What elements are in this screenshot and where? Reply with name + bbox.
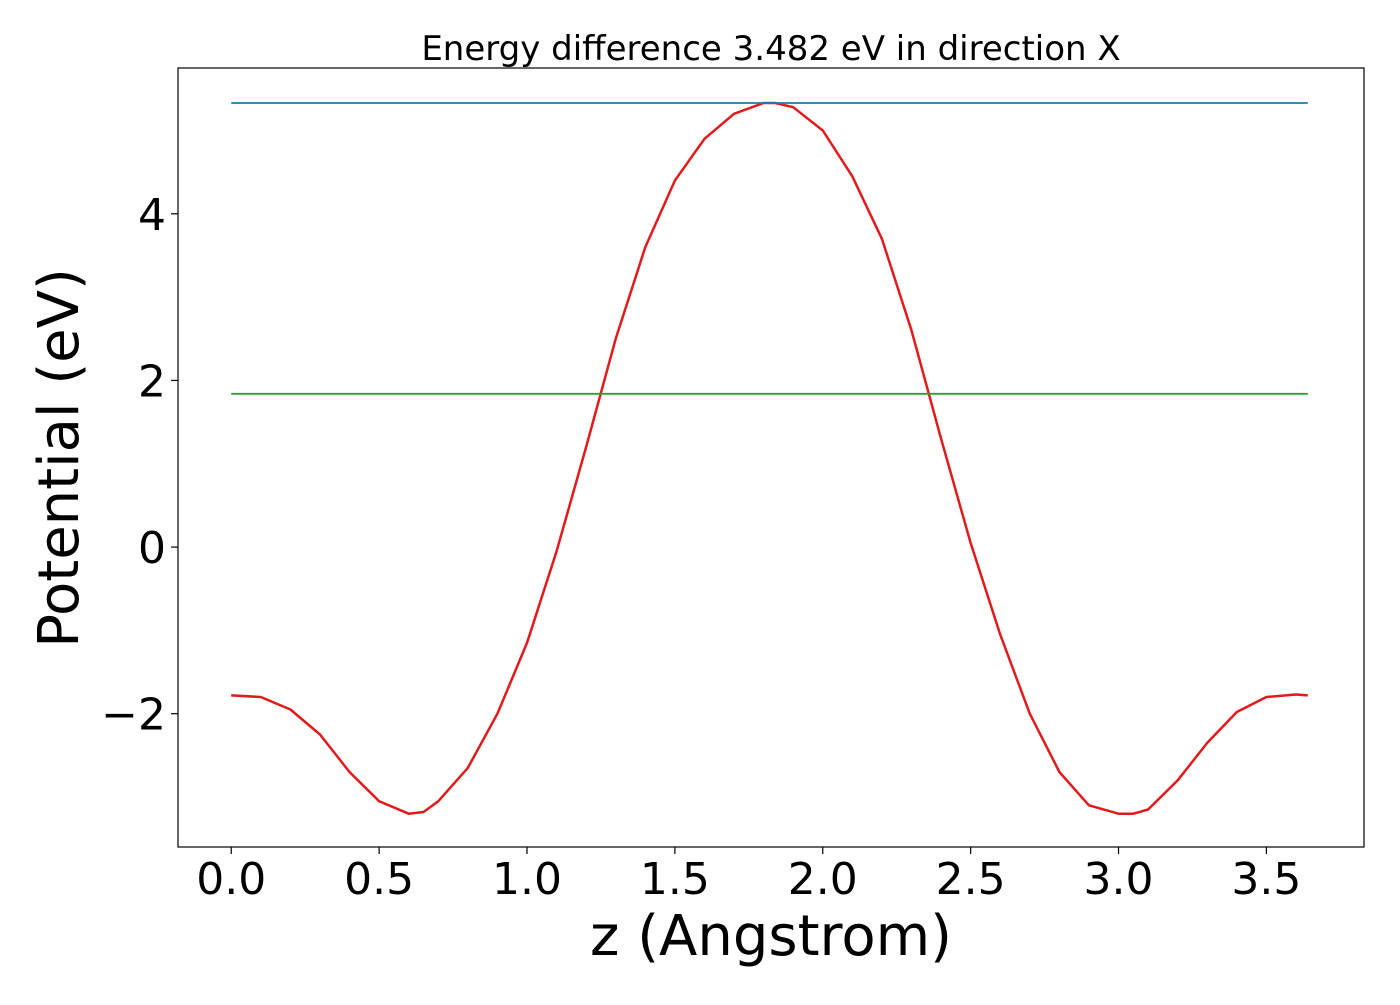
plot-frame [177,67,1365,848]
y-axis-ticks: −2 0 2 4 [101,190,178,741]
y-tick-label: −2 [101,690,166,741]
x-axis-ticks: 0.0 0.5 1.0 1.5 2.0 2.5 3.0 3.5 [196,847,1301,905]
x-axis-label: z (Angstrom) [590,904,952,969]
x-tick-label: 1.5 [640,854,710,905]
x-tick-label: 2.0 [788,854,858,905]
x-tick-label: 3.5 [1231,854,1301,905]
x-tick-label: 0.0 [196,854,266,905]
y-axis-label: Potential (eV) [27,268,92,648]
x-tick-label: 0.5 [344,854,414,905]
y-tick-label: 4 [138,190,166,241]
series-layer [231,101,1308,815]
x-tick-label: 1.0 [492,854,562,905]
y-tick-label: 2 [138,356,166,407]
y-tick-label: 0 [138,523,166,574]
chart-title: Energy difference 3.482 eV in direction … [421,29,1120,69]
series-potential [231,101,1308,815]
x-tick-label: 3.0 [1084,854,1154,905]
x-tick-label: 2.5 [936,854,1006,905]
